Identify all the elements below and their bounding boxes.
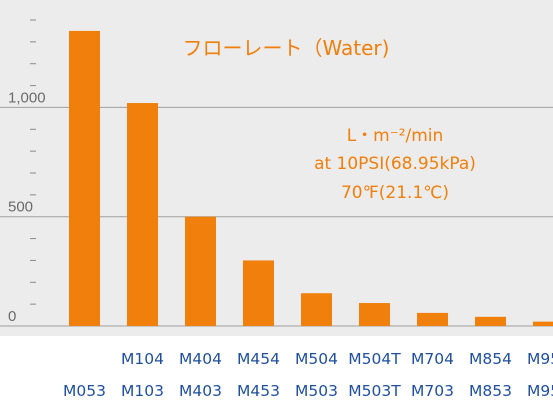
y-axis: 0 500 1,000	[8, 19, 46, 325]
category-label-bottom: M503T	[348, 382, 401, 400]
category-label-bottom: M953	[527, 382, 553, 400]
category-label-bottom: M403	[179, 382, 222, 400]
category-label-bottom: M703	[411, 382, 454, 400]
bar-M403	[185, 216, 216, 326]
bars	[69, 30, 553, 327]
category-label-top: M954	[527, 350, 553, 368]
category-label-bottom: M053	[63, 382, 106, 400]
category-label-top: M704	[411, 350, 454, 368]
bar-M053	[69, 30, 100, 327]
y-tick-label-1000: 1,000	[8, 89, 46, 106]
category-label-top: M454	[237, 350, 280, 368]
bar-M453	[243, 260, 274, 326]
chart-annotation-pressure: at 10PSI(68.95kPa)	[314, 154, 476, 174]
category-label-bottom: M103	[121, 382, 164, 400]
bar-M503T	[359, 303, 390, 326]
y-tick-label-0: 0	[8, 308, 16, 325]
bar-M503	[301, 293, 332, 326]
category-label-bottom: M853	[469, 382, 512, 400]
bar-M103	[127, 103, 158, 326]
y-tick-label-500: 500	[8, 199, 33, 216]
chart-title: フローレート（Water)	[183, 36, 390, 60]
category-label-top: M504	[295, 350, 338, 368]
category-label-top: M854	[469, 350, 512, 368]
category-label-bottom: M503	[295, 382, 338, 400]
chart-annotation-temperature: 70℉(21.1℃)	[341, 183, 449, 203]
chart-annotation-unit: L・m⁻²/min	[347, 126, 444, 146]
category-label-top: M404	[179, 350, 222, 368]
category-label-bottom: M453	[237, 382, 280, 400]
category-label-top: M104	[121, 350, 164, 368]
category-label-top: M504T	[348, 350, 401, 368]
bar-M703	[417, 312, 448, 326]
bar-M953	[533, 321, 553, 326]
bar-M853	[475, 316, 506, 326]
category-labels: M053 M104 M103 M404 M403 M454 M453 M504 M503 M504…	[63, 350, 553, 400]
